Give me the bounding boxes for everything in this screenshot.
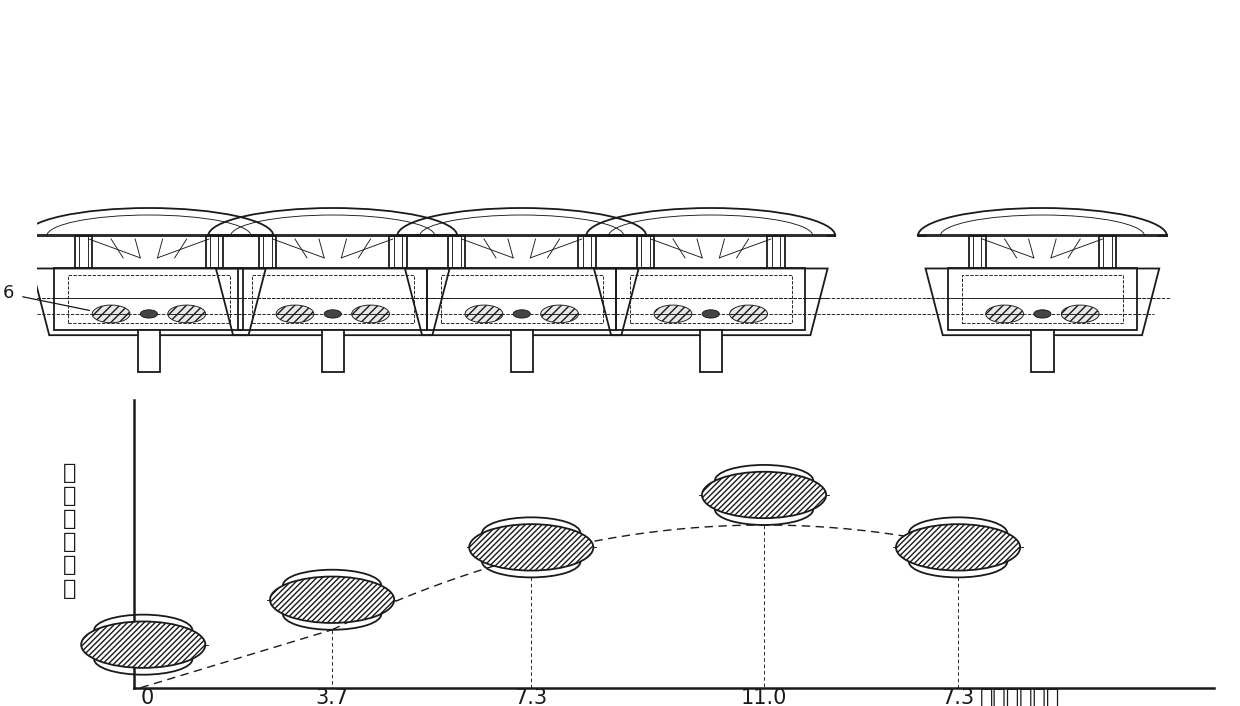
- Ellipse shape: [167, 305, 206, 323]
- Ellipse shape: [81, 621, 206, 668]
- Ellipse shape: [986, 305, 1023, 323]
- Ellipse shape: [702, 472, 826, 518]
- Text: 6: 6: [2, 285, 14, 302]
- Polygon shape: [1032, 330, 1054, 372]
- Ellipse shape: [140, 310, 157, 318]
- Ellipse shape: [1061, 305, 1099, 323]
- Text: 0: 0: [140, 688, 154, 706]
- Ellipse shape: [465, 305, 503, 323]
- Ellipse shape: [324, 310, 341, 318]
- Ellipse shape: [1034, 310, 1052, 318]
- Text: 水果前进方向: 水果前进方向: [980, 688, 1060, 706]
- Ellipse shape: [729, 305, 768, 323]
- Ellipse shape: [513, 310, 531, 318]
- Text: 3.7: 3.7: [315, 688, 348, 706]
- Ellipse shape: [897, 524, 1021, 570]
- Text: 7.3: 7.3: [515, 688, 548, 706]
- Ellipse shape: [653, 305, 692, 323]
- Ellipse shape: [469, 524, 593, 570]
- Ellipse shape: [541, 305, 578, 323]
- Text: 11.0: 11.0: [740, 688, 787, 706]
- Polygon shape: [321, 330, 343, 372]
- Polygon shape: [138, 330, 160, 372]
- Text: 位
置
提
升
方
向: 位 置 提 升 方 向: [63, 462, 76, 599]
- Ellipse shape: [702, 310, 719, 318]
- Ellipse shape: [270, 577, 394, 623]
- Text: 7.3: 7.3: [941, 688, 975, 706]
- Ellipse shape: [277, 305, 314, 323]
- Ellipse shape: [92, 305, 130, 323]
- Polygon shape: [511, 330, 533, 372]
- Ellipse shape: [352, 305, 389, 323]
- Polygon shape: [699, 330, 722, 372]
